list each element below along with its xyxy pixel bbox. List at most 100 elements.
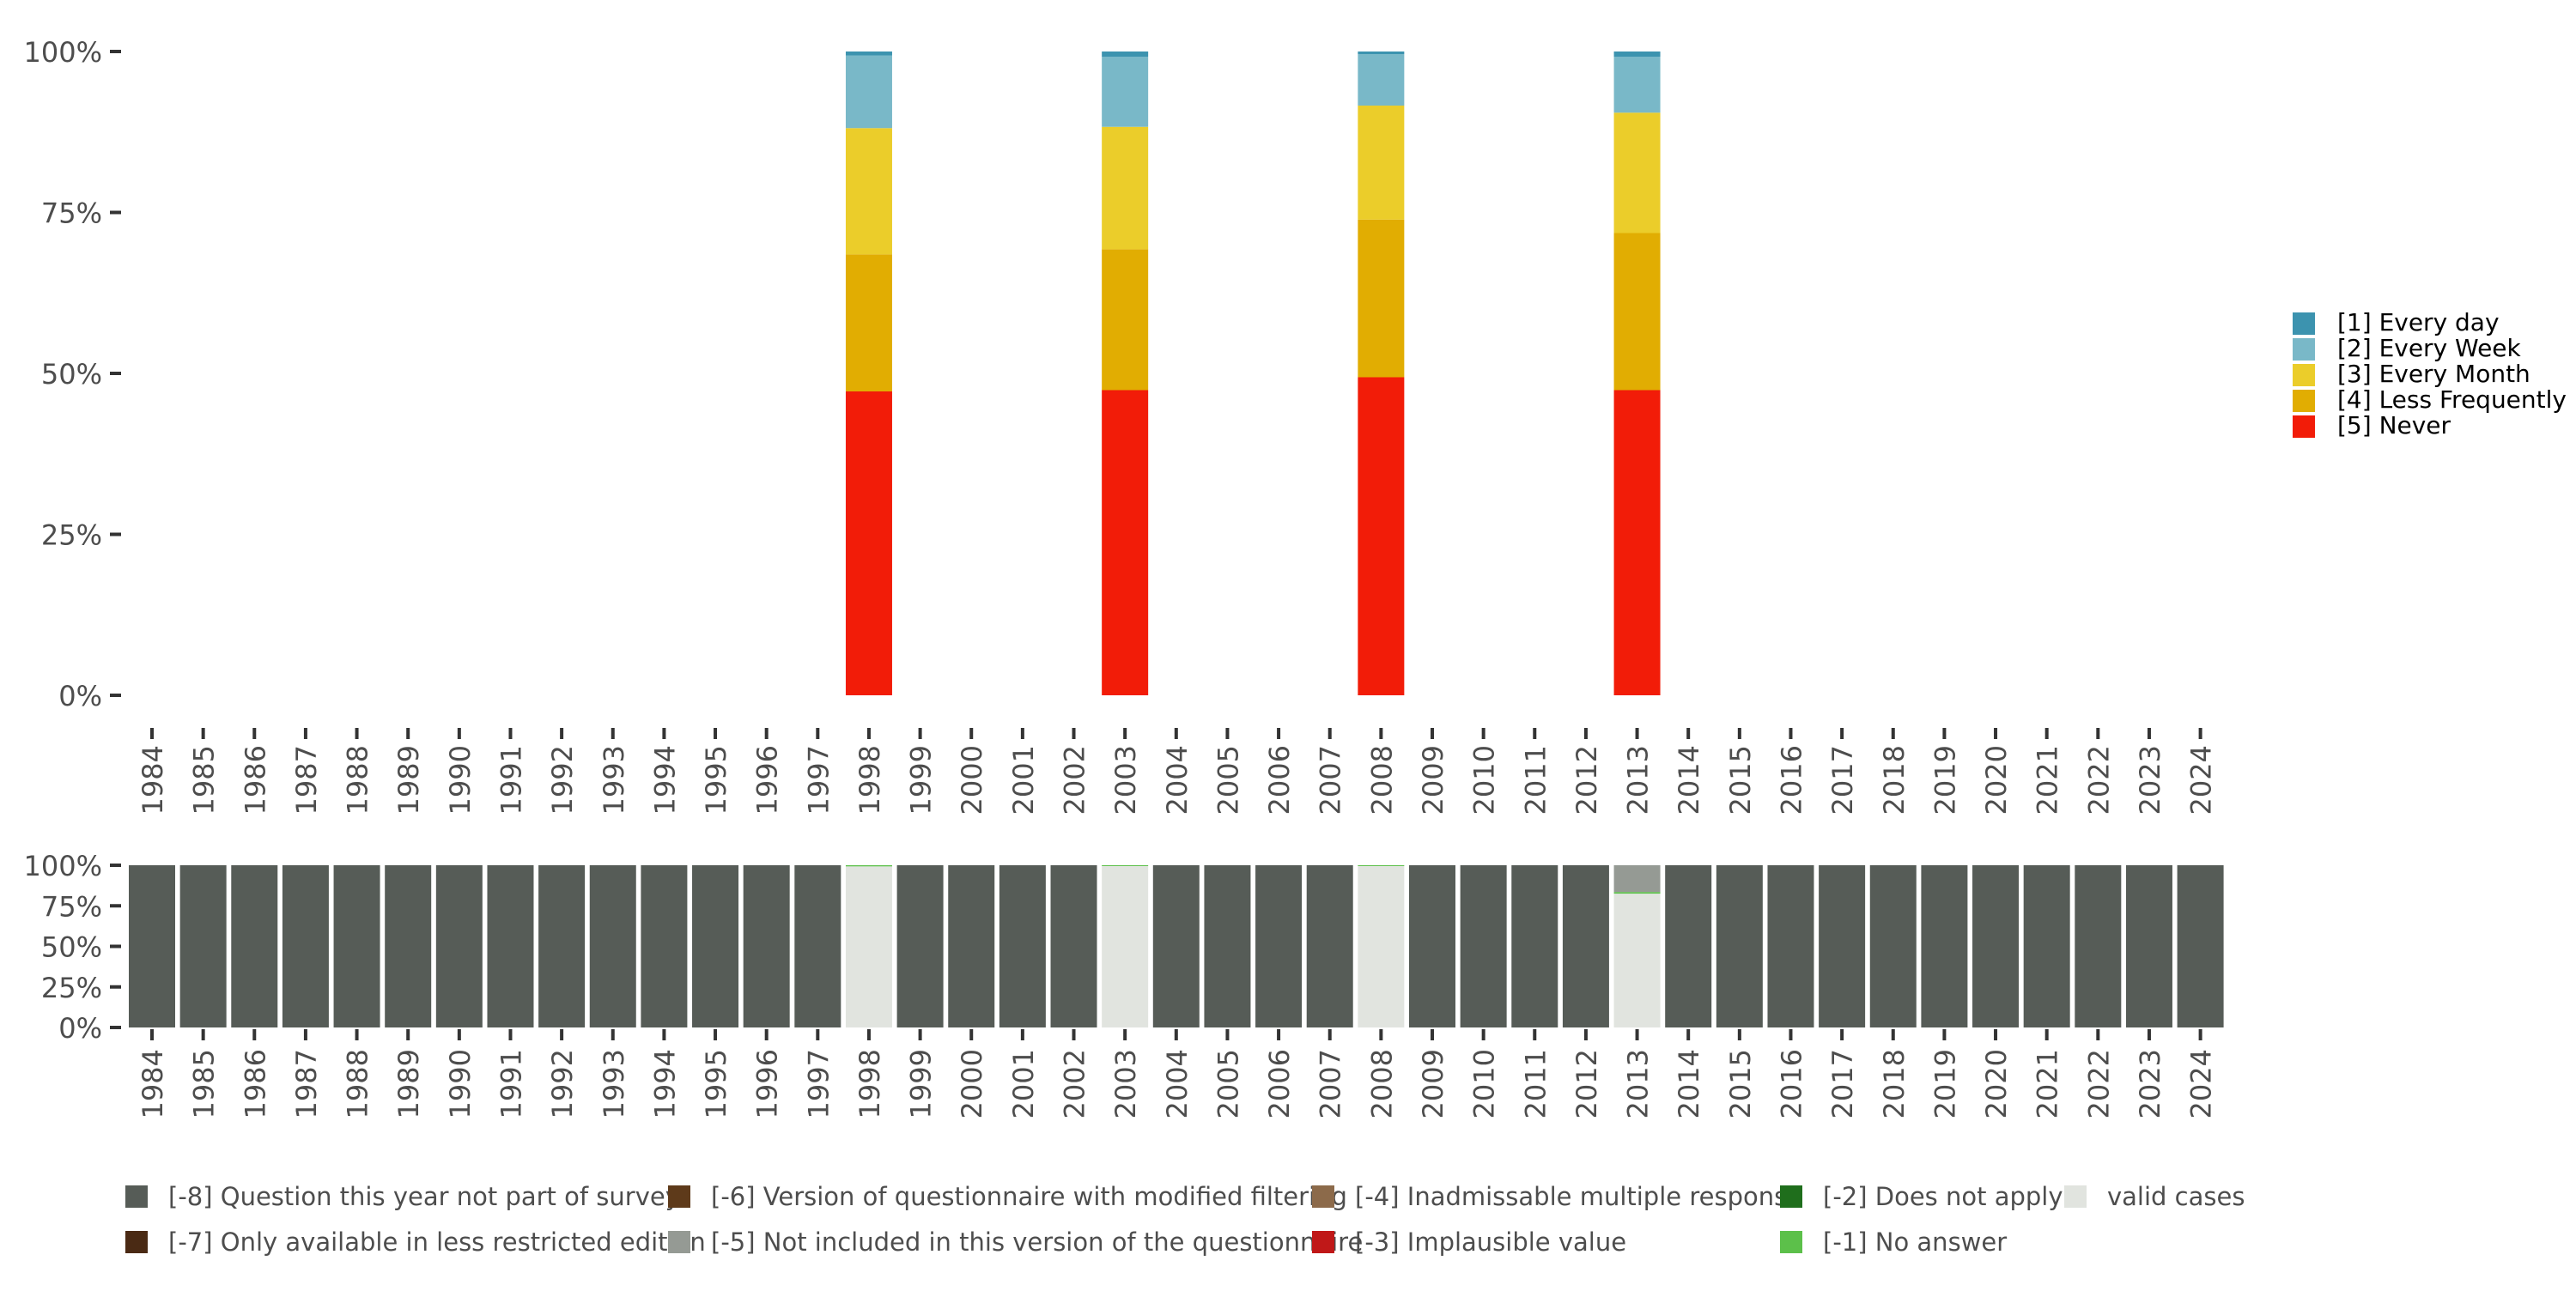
bottom-legend-label: [-7] Only available in less restricted e…	[168, 1227, 706, 1257]
top-x-tick-label: 1997	[802, 745, 835, 815]
missing-bar-2022-not-in-survey	[2075, 865, 2122, 1027]
bottom-legend-label: [-5] Not included in this version of the…	[711, 1227, 1363, 1257]
bar-2013--3-every-month	[1613, 112, 1661, 233]
top-x-tick-label: 1994	[648, 745, 681, 815]
bar-2003--2-every-week	[1102, 57, 1149, 127]
missing-bar-1998-no-answer	[845, 865, 892, 867]
missing-bar-2005-not-in-survey	[1204, 865, 1251, 1027]
top-legend-label: [4] Less Frequently	[2337, 385, 2567, 414]
missing-bar-2018-not-in-survey	[1869, 865, 1917, 1027]
missing-bar-2004-not-in-survey	[1152, 865, 1200, 1027]
bottom-legend-swatch	[1312, 1185, 1334, 1208]
top-x-tick-label: 1987	[290, 745, 323, 815]
missing-bar-2023-not-in-survey	[2125, 865, 2172, 1027]
missing-bar-2014-not-in-survey	[1665, 865, 1712, 1027]
top-x-tick-label: 1990	[444, 745, 477, 815]
missing-bar-1997-not-in-survey	[794, 865, 841, 1027]
missing-bar-2002-not-in-survey	[1050, 865, 1097, 1027]
missing-bar-1989-not-in-survey	[385, 865, 432, 1027]
bottom-x-tick-label: 2021	[2032, 1049, 2064, 1118]
top-x-tick-label: 1992	[546, 745, 579, 815]
top-legend-label: [3] Every Month	[2337, 360, 2530, 388]
top-x-tick-label: 2013	[1622, 745, 1655, 815]
bottom-legend-label: [-8] Question this year not part of surv…	[168, 1182, 680, 1211]
bottom-x-tick-label: 2006	[1263, 1049, 1296, 1118]
bottom-legend-label: [-4] Inadmissable multiple response	[1355, 1182, 1802, 1211]
top-x-tick-label: 2014	[1673, 745, 1705, 815]
missing-bar-2000-not-in-survey	[948, 865, 995, 1027]
bottom-legend-label: [-1] No answer	[1823, 1227, 2007, 1257]
missing-bar-1993-not-in-survey	[589, 865, 636, 1027]
bottom-x-tick-label: 2007	[1315, 1049, 1347, 1118]
bottom-x-tick-label: 1996	[751, 1049, 784, 1118]
missing-bar-2007-not-in-survey	[1306, 865, 1353, 1027]
bar-2003--1-every-day	[1102, 52, 1149, 57]
top-x-tick-label: 2008	[1365, 745, 1398, 815]
bottom-x-tick-label: 1988	[342, 1049, 374, 1118]
top-x-tick-label: 2020	[1980, 745, 2013, 815]
missing-bar-2001-not-in-survey	[999, 865, 1046, 1027]
top-x-tick-label: 2016	[1775, 745, 1807, 815]
missing-bar-1996-not-in-survey	[743, 865, 790, 1027]
top-y-tick-label: 0%	[58, 680, 102, 712]
bottom-x-tick-label: 1993	[598, 1049, 630, 1118]
top-x-tick-label: 2017	[1826, 745, 1859, 815]
top-x-tick-label: 2003	[1109, 745, 1142, 815]
bottom-y-tick-label: 50%	[41, 931, 102, 964]
top-x-tick-label: 2000	[956, 745, 988, 815]
top-x-tick-label: 2023	[2134, 745, 2166, 815]
bottom-x-tick-label: 2001	[1007, 1049, 1040, 1118]
top-x-tick-label: 2011	[1519, 745, 1552, 815]
bar-2013--4-less-frequently	[1613, 233, 1661, 391]
bottom-x-tick-label: 2024	[2185, 1049, 2218, 1118]
bar-2008--4-less-frequently	[1358, 219, 1405, 378]
top-legend-swatch	[2293, 312, 2315, 335]
missing-bar-2011-not-in-survey	[1511, 865, 1558, 1027]
bottom-x-tick-label: 1991	[495, 1049, 527, 1118]
bottom-y-tick-label: 75%	[41, 890, 102, 923]
missing-bar-1986-not-in-survey	[231, 865, 278, 1027]
top-x-tick-label: 1988	[342, 745, 374, 815]
missing-bar-1999-not-in-survey	[896, 865, 944, 1027]
bottom-x-tick-label: 2003	[1109, 1049, 1142, 1118]
bar-1998--1-every-day	[845, 52, 892, 56]
bottom-x-tick-label: 1984	[137, 1049, 169, 1118]
missing-bar-2013-no-answer	[1613, 892, 1661, 894]
bottom-x-tick-label: 2014	[1673, 1049, 1705, 1118]
bar-2008--2-every-week	[1358, 54, 1405, 106]
bottom-x-tick-label: 2019	[1929, 1049, 1961, 1118]
missing-bar-2020-not-in-survey	[1972, 865, 2020, 1027]
bar-2003--3-every-month	[1102, 126, 1149, 250]
missing-bar-2012-not-in-survey	[1562, 865, 1609, 1027]
bottom-y-tick-label: 25%	[41, 972, 102, 1004]
top-legend-swatch	[2293, 390, 2315, 412]
missing-bar-1985-not-in-survey	[179, 865, 227, 1027]
top-legend-label: [1] Every day	[2337, 308, 2500, 336]
top-x-tick-label: 2022	[2082, 745, 2115, 815]
bottom-x-tick-label: 2008	[1365, 1049, 1398, 1118]
top-x-tick-label: 1986	[239, 745, 271, 815]
bottom-x-tick-label: 2020	[1980, 1049, 2013, 1118]
top-y-tick-label: 75%	[41, 197, 102, 230]
top-legend-swatch	[2293, 364, 2315, 386]
top-x-tick-label: 2009	[1417, 745, 1449, 815]
top-x-tick-label: 2021	[2032, 745, 2064, 815]
missing-bar-2003-valid	[1102, 865, 1149, 1027]
top-x-tick-label: 2007	[1315, 745, 1347, 815]
bottom-x-tick-label: 2015	[1724, 1049, 1757, 1118]
top-y-tick-label: 25%	[41, 519, 102, 552]
bottom-legend-swatch	[668, 1185, 690, 1208]
bottom-legend-swatch	[1780, 1185, 1802, 1208]
bottom-x-tick-label: 2005	[1212, 1049, 1244, 1118]
top-x-tick-label: 2010	[1468, 745, 1501, 815]
bar-2013--5-never	[1613, 390, 1661, 695]
missing-bar-1984-not-in-survey	[129, 865, 175, 1027]
missing-bar-2015-not-in-survey	[1716, 865, 1763, 1027]
top-x-tick-label: 1991	[495, 745, 527, 815]
missing-bar-2013-valid	[1613, 894, 1661, 1027]
top-x-tick-label: 2012	[1571, 745, 1603, 815]
bottom-x-tick-label: 2009	[1417, 1049, 1449, 1118]
bar-1998--3-every-month	[845, 128, 892, 255]
bottom-x-tick-label: 1995	[700, 1049, 732, 1118]
missing-bar-2010-not-in-survey	[1460, 865, 1507, 1027]
